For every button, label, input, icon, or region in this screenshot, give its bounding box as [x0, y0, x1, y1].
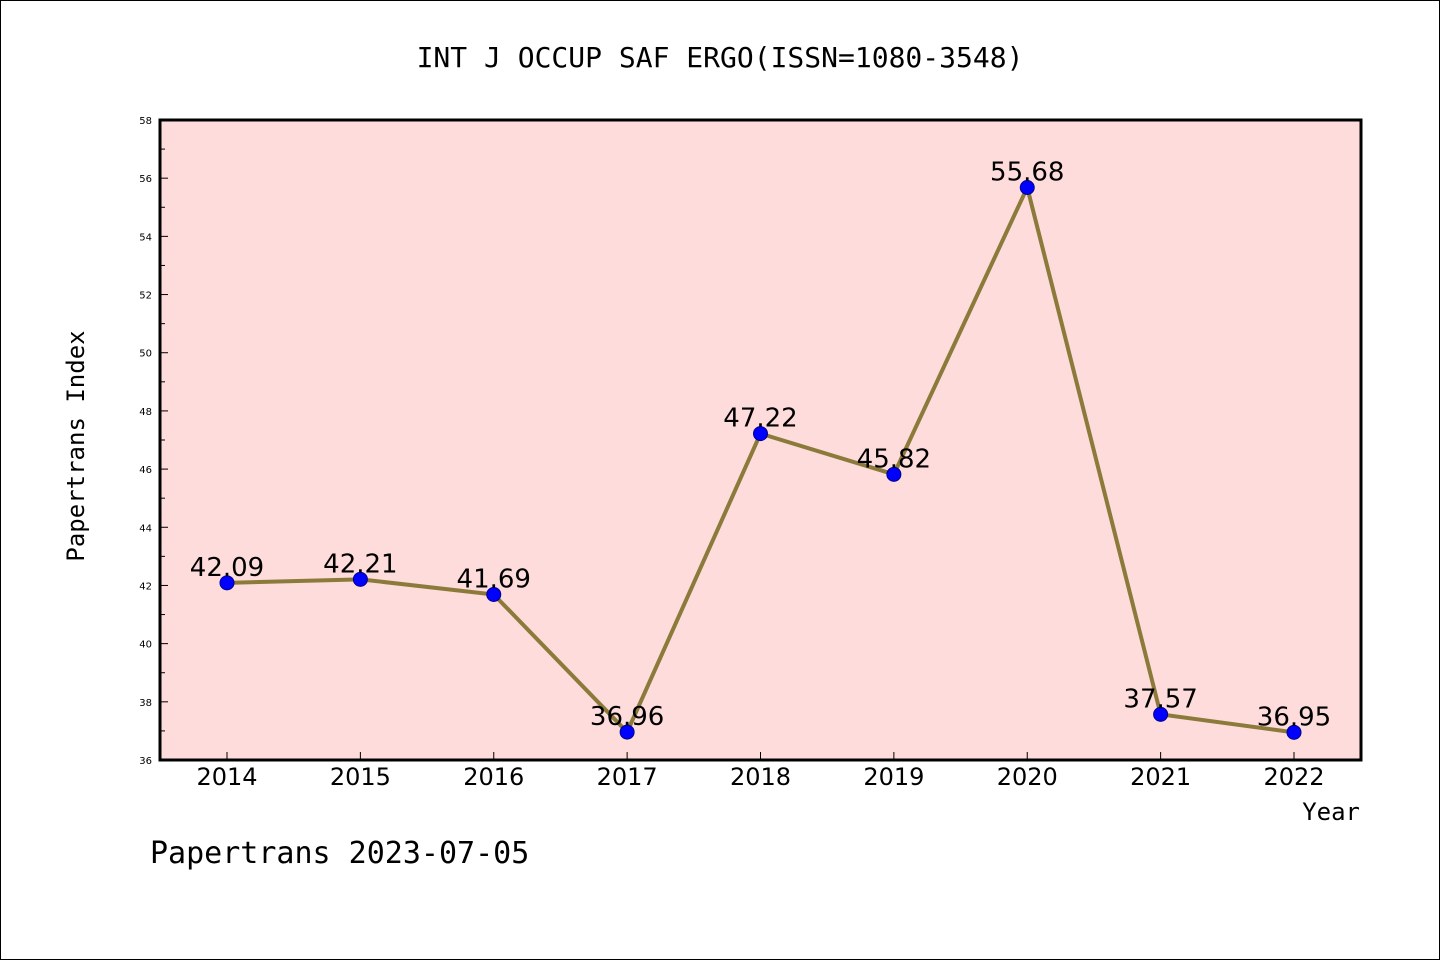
y-tick-label: 38: [139, 698, 152, 709]
x-tick-label: 2021: [1130, 763, 1191, 791]
y-tick-label: 36: [139, 756, 152, 767]
y-tick-label: 52: [139, 291, 152, 302]
data-label: 42.21: [323, 549, 397, 579]
y-tick-label: 40: [139, 640, 152, 651]
data-label: 37.57: [1123, 684, 1197, 714]
x-tick-label: 2015: [330, 763, 391, 791]
footer-date: Papertrans 2023-07-05: [150, 836, 529, 871]
y-axis-label: Papertrans Index: [62, 330, 90, 561]
data-point: [886, 466, 902, 482]
x-tick-label: 2022: [1263, 763, 1324, 791]
y-tick-label: 46: [139, 465, 152, 476]
data-label: 42.09: [190, 553, 264, 583]
data-label: 36.95: [1257, 702, 1331, 732]
data-markers: [219, 179, 1302, 740]
x-axis-ticks: 2014 2015 2016 2017 2018 2019 2020 2021 2022: [196, 752, 1325, 791]
data-label: 47.22: [723, 404, 797, 434]
chart-title: INT J OCCUP SAF ERGO(ISSN=1080-3548): [417, 41, 1024, 74]
data-point: [486, 586, 502, 602]
data-label: 55.68: [990, 157, 1064, 187]
x-axis-label: Year: [1302, 798, 1360, 826]
x-tick-label: 2017: [597, 763, 658, 791]
y-tick-label: 54: [139, 232, 152, 243]
y-tick-label: 44: [139, 523, 152, 534]
data-point: [619, 724, 635, 740]
data-point: [1286, 724, 1302, 740]
data-point: [219, 575, 235, 591]
x-tick-label: 2018: [730, 763, 791, 791]
data-label: 36.96: [590, 702, 664, 732]
data-point: [1153, 706, 1169, 722]
data-point: [753, 426, 768, 442]
x-tick-label: 2016: [463, 763, 524, 791]
data-label: 45.82: [857, 444, 931, 474]
y-tick-label: 42: [139, 581, 152, 592]
data-point: [1019, 179, 1035, 195]
data-labels: 42.09 42.21 41.69 36.96 47.22 45.82 55.68 37.57…: [190, 157, 1331, 732]
y-tick-label: 50: [139, 349, 152, 360]
x-tick-label: 2019: [863, 763, 924, 791]
data-point: [352, 571, 368, 587]
x-tick-label: 2020: [997, 763, 1058, 791]
y-tick-label: 58: [139, 116, 152, 127]
plot-area-border: [158, 118, 1363, 762]
y-tick-label: 48: [139, 407, 152, 418]
x-tick-label: 2014: [196, 763, 257, 791]
data-label: 41.69: [457, 564, 531, 594]
y-tick-label: 56: [139, 174, 152, 185]
